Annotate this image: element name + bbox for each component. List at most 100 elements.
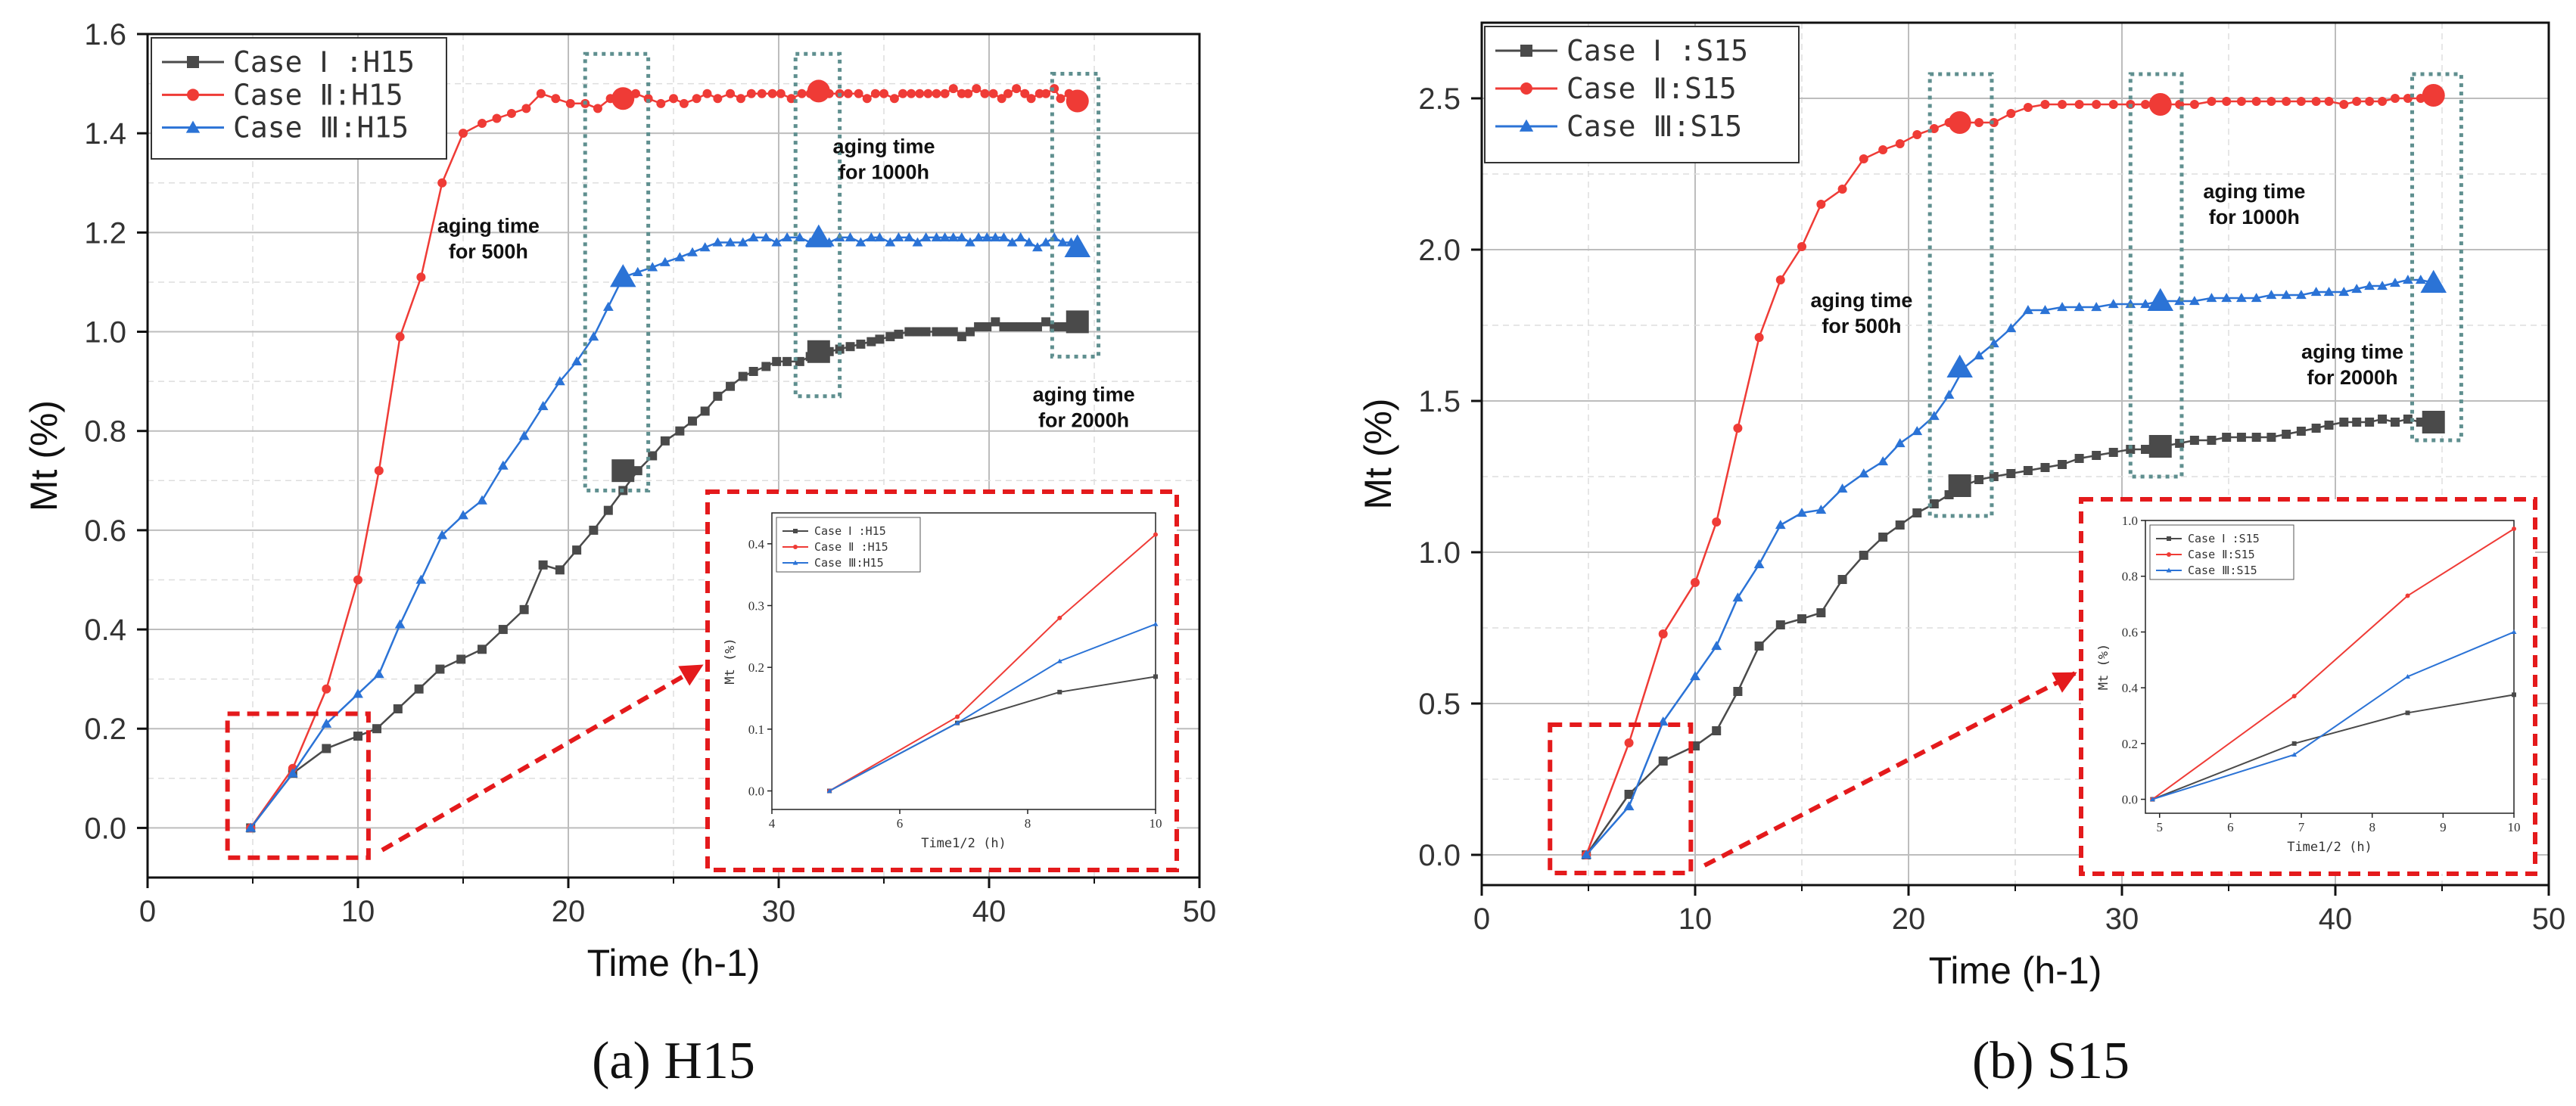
data-point-2 [767,89,777,98]
data-point-3 [1623,801,1635,811]
data-point-2 [437,178,447,188]
inset-data-point-2 [2405,593,2410,598]
data-point-2 [492,113,502,123]
aging-highlight-point-3 [2147,287,2174,311]
data-point-2 [932,89,941,98]
data-point-2 [1020,89,1030,98]
data-point-1 [1658,756,1668,766]
data-point-2 [1929,124,1939,133]
data-point-3 [920,232,932,242]
data-point-2 [1912,130,1922,139]
data-point-2 [757,89,767,98]
data-point-3 [1690,671,1700,681]
data-point-3 [458,510,468,520]
data-point-2 [1974,118,1984,127]
inset-data-point-1 [2405,710,2410,716]
data-point-3 [1657,716,1669,726]
data-point-2 [862,94,872,104]
data-point-2 [478,119,487,129]
data-point-3 [2189,296,2200,306]
data-point-3 [761,232,772,242]
data-point-3 [1974,350,1984,360]
data-point-3 [2295,290,2307,300]
data-point-2 [870,89,880,98]
data-point-2 [1026,94,1036,104]
data-point-3 [477,495,487,505]
data-point-2 [2074,100,2084,109]
aging-highlight-point-3 [2420,269,2447,293]
data-point-1 [761,362,771,371]
data-point-1 [782,356,792,366]
data-point-2 [1859,154,1868,163]
data-point-1 [991,317,1000,327]
data-point-3 [2057,302,2067,312]
inset-data-point-3 [1056,658,1062,663]
aging-highlight-point-3 [1064,234,1091,257]
data-point-3 [990,232,1001,242]
data-point-1 [648,451,658,461]
data-point-3 [782,232,793,242]
data-point-1 [353,732,362,741]
inset-x-tick-label: 9 [2440,820,2447,834]
data-point-3 [794,232,805,242]
y-tick-label: 0.5 [1418,688,1461,721]
aging-highlight-point-2 [611,87,635,110]
data-point-1 [957,332,966,342]
data-point-2 [2352,97,2362,106]
inset-data-point-3 [2511,629,2517,635]
data-point-2 [1691,578,1700,587]
annotation-line: for 1000h [838,160,929,183]
legend-marker-2 [1520,82,1532,95]
aging-period-box [2128,72,2184,479]
data-point-2 [898,89,908,98]
inset-data-point-3 [954,720,960,725]
data-point-3 [2281,290,2292,300]
data-point-1 [572,545,582,555]
data-point-1 [478,645,487,654]
data-point-1 [856,339,866,349]
inset-data-point-1 [1153,674,1158,679]
data-point-2 [2189,100,2199,109]
data-point-2 [416,272,426,282]
data-point-3 [725,237,736,247]
inset-series-line-3 [829,623,1156,792]
data-point-2 [1012,84,1022,94]
annotation-line: aging time [1810,289,1912,312]
inset-x-tick-label: 8 [2369,820,2375,834]
inset-data-point-2 [2291,694,2297,699]
data-point-2 [797,89,807,98]
data-point-3 [771,237,782,247]
annotation-line: for 500h [449,240,528,263]
data-point-3 [2074,302,2085,312]
inset-legend-label-2: Case Ⅱ :H15 [814,540,888,554]
data-point-2 [565,98,575,108]
inset-x-tick-label: 7 [2298,820,2305,834]
data-point-3 [674,252,686,262]
data-point-1 [965,327,975,337]
data-point-2 [1034,89,1044,98]
figure-caption: (a) H15 [592,1032,755,1090]
data-point-1 [913,327,922,337]
data-point-2 [2141,100,2151,109]
data-point-1 [2365,418,2375,427]
y-axis-label: Mt (%) [1357,398,1399,509]
data-point-1 [713,391,723,401]
aging-highlight-point-1 [2422,411,2445,433]
data-point-1 [982,322,992,331]
inset-legend-marker-3 [792,560,798,565]
data-point-2 [1003,89,1013,98]
data-point-3 [1006,237,1018,247]
aging-time-annotation: aging time for 2000h [1033,383,1135,431]
data-point-3 [353,688,363,698]
data-point-3 [1775,520,1786,530]
data-point-1 [1974,475,1984,484]
data-point-2 [2108,100,2118,109]
data-point-2 [2236,97,2246,106]
aging-highlight-point-2 [1066,89,1089,113]
data-point-2 [843,89,853,98]
zoom-region-box [225,711,371,860]
data-point-3 [602,301,614,311]
data-point-3 [2402,275,2413,284]
x-tick-label: 30 [2105,903,2139,936]
data-point-3 [287,768,298,778]
